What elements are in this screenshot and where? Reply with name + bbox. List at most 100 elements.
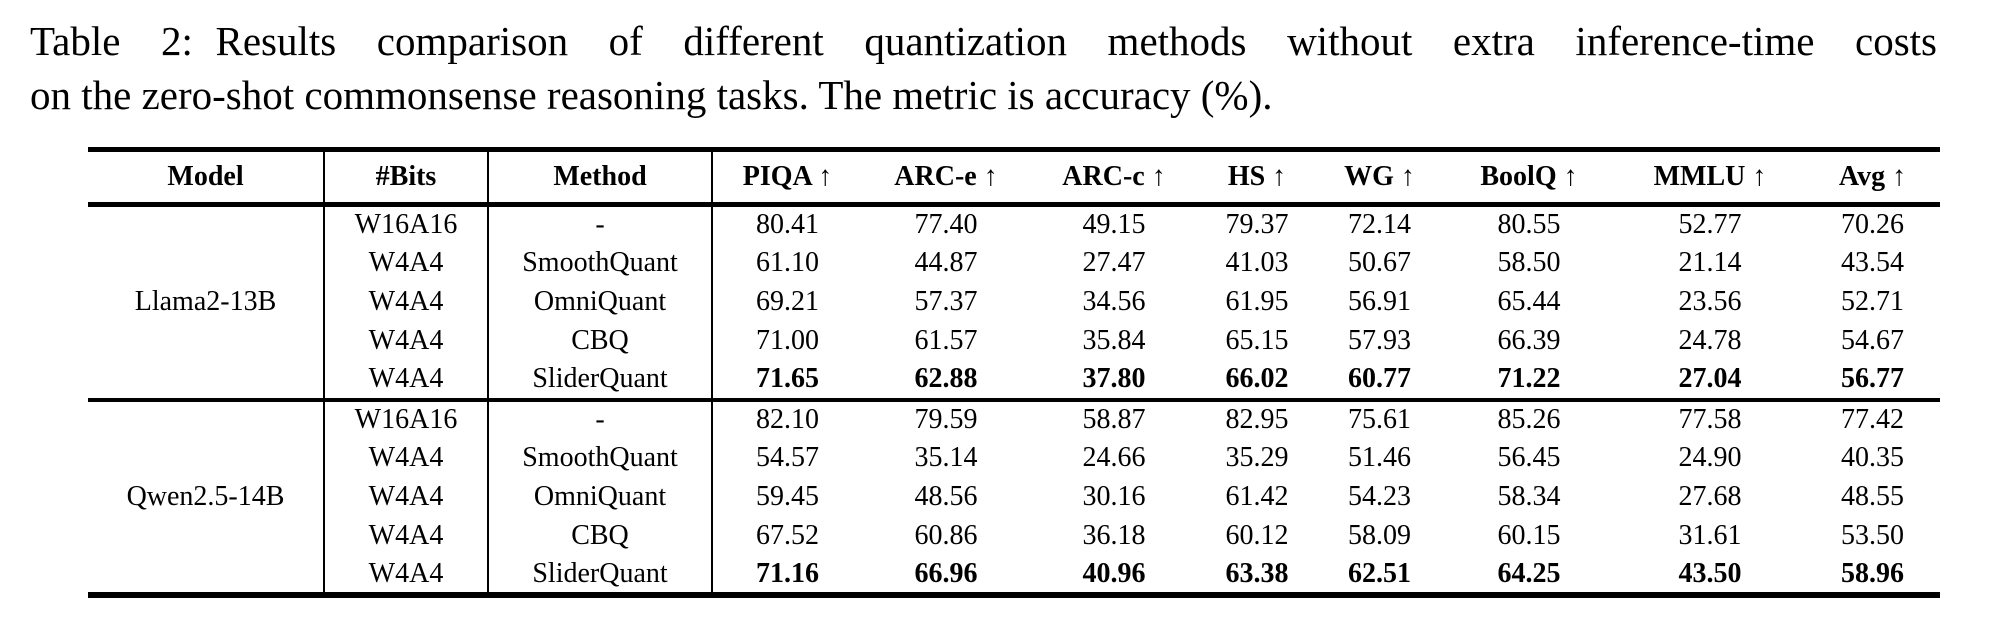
bits-cell: W4A4 bbox=[324, 555, 489, 595]
up-arrow-icon: ↑ bbox=[1752, 161, 1767, 192]
value-cell: 71.16 bbox=[756, 557, 819, 589]
up-arrow-icon: ↑ bbox=[1400, 161, 1415, 192]
up-arrow-icon: ↑ bbox=[1892, 161, 1907, 192]
value-cell: 65.44 bbox=[1497, 286, 1561, 317]
column-header-arc-c: ARC-c ↑ bbox=[1030, 149, 1198, 207]
table-row: W4A4 OmniQuant 69.21 57.37 34.56 61.95 56.91 65… bbox=[88, 282, 1940, 322]
table-header-row: Model #Bits Method PIQA ↑ ARC-e ↑ ARC-c ↑ HS ↑… bbox=[88, 149, 1940, 207]
table-header: Model #Bits Method PIQA ↑ ARC-e ↑ ARC-c ↑ HS ↑… bbox=[88, 149, 1940, 207]
bits-cell: W4A4 bbox=[324, 321, 489, 361]
value-cell: 56.91 bbox=[1348, 286, 1411, 317]
metric-label: ARC-e bbox=[894, 161, 977, 192]
value-cell: 60.15 bbox=[1497, 520, 1561, 551]
value-cell: 61.42 bbox=[1225, 481, 1289, 512]
value-cell: 21.14 bbox=[1678, 247, 1742, 278]
value-cell: 80.55 bbox=[1497, 209, 1561, 241]
value-cell: 24.90 bbox=[1678, 442, 1742, 473]
value-cell: 82.10 bbox=[712, 397, 862, 439]
method-cell: - bbox=[488, 204, 713, 244]
caption-line-1: Table 2: Results comparison of different … bbox=[30, 14, 1937, 68]
value-cell: 79.59 bbox=[862, 397, 1030, 439]
metric-label: Avg bbox=[1838, 161, 1886, 192]
paper-page: Table 2: Results comparison of different … bbox=[0, 14, 2002, 598]
value-cell: 51.46 bbox=[1348, 442, 1411, 473]
value-cell: 80.41 bbox=[756, 209, 819, 241]
value-cell: 60.12 bbox=[1225, 520, 1289, 551]
value-cell: 71.00 bbox=[756, 325, 819, 356]
value-cell: 57.37 bbox=[914, 286, 978, 317]
value-cell: 58.09 bbox=[1348, 520, 1411, 551]
value-cell: 31.61 bbox=[1678, 520, 1742, 551]
metric-label: PIQA bbox=[742, 161, 812, 192]
value-cell: 52.77 bbox=[1678, 209, 1742, 241]
bits-cell: W4A4 bbox=[324, 516, 489, 556]
up-arrow-icon: ↑ bbox=[1151, 161, 1166, 192]
value-cell: 64.25 bbox=[1497, 557, 1561, 589]
table-row: W4A4 SmoothQuant 54.57 35.14 24.66 35.29 51.46… bbox=[88, 438, 1940, 478]
method-cell: SliderQuant bbox=[488, 555, 713, 595]
value-cell: 58.50 bbox=[1497, 247, 1561, 278]
metric-label: BoolQ bbox=[1480, 161, 1557, 192]
value-cell: 27.04 bbox=[1678, 363, 1742, 394]
value-cell: 27.68 bbox=[1678, 481, 1742, 512]
value-cell: 60.86 bbox=[914, 520, 978, 551]
caption-line-2: on the zero-shot commonsense reasoning t… bbox=[30, 72, 1273, 118]
value-cell: 61.10 bbox=[756, 247, 819, 278]
column-header-model: Model bbox=[88, 149, 325, 207]
value-cell: 59.45 bbox=[756, 481, 819, 512]
value-cell: 40.96 bbox=[1082, 557, 1146, 589]
value-cell: 34.56 bbox=[1082, 286, 1146, 317]
value-cell: 37.80 bbox=[1082, 363, 1146, 394]
table-row: W4A4 SmoothQuant 61.10 44.87 27.47 41.03 50.67… bbox=[88, 243, 1940, 283]
method-cell: SmoothQuant bbox=[488, 243, 713, 283]
value-cell: 54.57 bbox=[756, 442, 819, 473]
value-cell: 35.84 bbox=[1082, 325, 1146, 356]
value-cell: 62.51 bbox=[1348, 557, 1411, 589]
column-header-boolq: BoolQ ↑ bbox=[1443, 149, 1615, 207]
up-arrow-icon: ↑ bbox=[818, 161, 833, 192]
method-cell: CBQ bbox=[488, 516, 713, 556]
table-row: Qwen2.5-14B W16A16-82.10 79.59 58.87 82.95 75… bbox=[88, 397, 1940, 595]
value-cell: 41.03 bbox=[1225, 247, 1289, 278]
up-arrow-icon: ↑ bbox=[1563, 161, 1578, 192]
metric-label: WG bbox=[1344, 161, 1394, 192]
value-cell: 62.88 bbox=[914, 363, 978, 394]
value-cell: 54.67 bbox=[1841, 325, 1904, 356]
column-header-hs: HS ↑ bbox=[1198, 149, 1316, 207]
value-cell: 79.37 bbox=[1225, 209, 1289, 241]
value-cell: 65.15 bbox=[1225, 325, 1289, 356]
bits-cell: W16A16 bbox=[324, 397, 489, 439]
column-header-method: Method bbox=[488, 149, 713, 207]
table-row: W4A4 OmniQuant 59.45 48.56 30.16 61.42 54.23 58… bbox=[88, 477, 1940, 517]
value-cell: 56.45 bbox=[1497, 442, 1561, 473]
method-cell: SliderQuant bbox=[488, 360, 713, 400]
column-header-wg: WG ↑ bbox=[1316, 149, 1443, 207]
up-arrow-icon: ↑ bbox=[983, 161, 998, 192]
value-cell: 71.65 bbox=[756, 363, 819, 394]
value-cell: 57.93 bbox=[1348, 325, 1411, 356]
value-cell: 61.57 bbox=[914, 325, 978, 356]
value-cell: 54.23 bbox=[1348, 481, 1411, 512]
value-cell: 35.14 bbox=[914, 442, 978, 473]
value-cell: 53.50 bbox=[1841, 520, 1904, 551]
table-row: W4A4 CBQ 67.52 60.86 36.18 60.12 58.09 60.15 31.… bbox=[88, 516, 1940, 556]
value-cell: 43.50 bbox=[1678, 557, 1742, 589]
value-cell: 82.95 bbox=[1198, 397, 1316, 439]
table-row: W4A4 SliderQuant 71.65 62.88 37.80 66.02 60.77… bbox=[88, 360, 1940, 400]
column-header-piqa: PIQA ↑ bbox=[712, 149, 862, 207]
value-cell: 30.16 bbox=[1082, 481, 1146, 512]
method-cell: CBQ bbox=[488, 321, 713, 361]
bits-cell: W4A4 bbox=[324, 438, 489, 478]
caption-label: Table 2: bbox=[30, 18, 193, 64]
results-table: Model #Bits Method PIQA ↑ ARC-e ↑ ARC-c ↑ HS ↑… bbox=[88, 147, 1940, 598]
table-row: W4A4 SliderQuant 71.16 66.96 40.96 63.38 62.51… bbox=[88, 555, 1940, 595]
value-cell: 72.14 bbox=[1348, 209, 1411, 241]
value-cell: 75.61 bbox=[1316, 397, 1443, 439]
metric-label: ARC-c bbox=[1062, 161, 1145, 192]
table-caption: Table 2: Results comparison of different … bbox=[30, 14, 1937, 122]
value-cell: 44.87 bbox=[914, 247, 978, 278]
model-cell: Qwen2.5-14B bbox=[88, 397, 325, 595]
table-row: Llama2-13B W16A16- 80.41 77.40 49.15 79.37 72.… bbox=[88, 204, 1940, 400]
method-cell: SmoothQuant bbox=[488, 438, 713, 478]
model-cell: Llama2-13B bbox=[88, 204, 325, 400]
